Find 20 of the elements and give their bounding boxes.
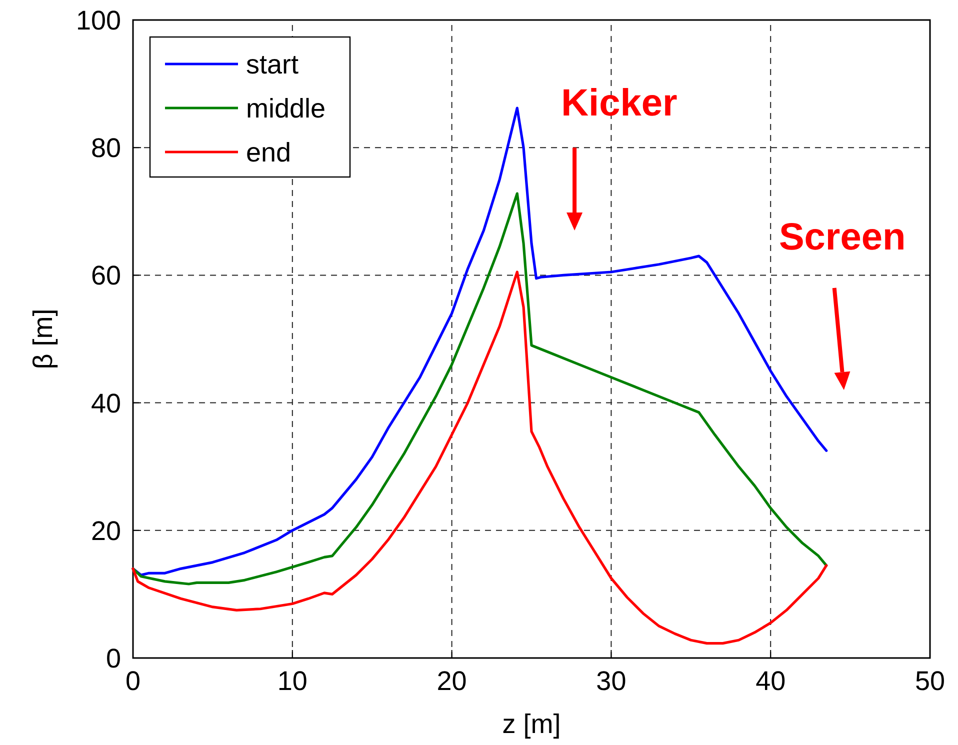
x-tick-label: 0 — [125, 666, 141, 696]
x-tick-label: 20 — [436, 666, 467, 696]
y-axis-title: β [m] — [28, 308, 58, 370]
x-axis-title: z [m] — [502, 709, 561, 739]
x-tick-label: 30 — [596, 666, 626, 696]
x-tick-label: 40 — [756, 666, 786, 696]
y-tick-label: 0 — [106, 643, 121, 674]
line-series — [132, 270, 828, 645]
annotation: Kicker — [561, 82, 678, 125]
y-tick-label: 20 — [90, 516, 121, 546]
annotation: Screen — [778, 216, 906, 259]
y-tick-label: 40 — [90, 388, 121, 418]
legend-label: middle — [246, 93, 326, 124]
x-tick-label: 10 — [277, 666, 308, 696]
x-tick-label: 50 — [914, 666, 946, 696]
legend-label: start — [246, 49, 300, 80]
y-tick-label: 60 — [90, 260, 121, 291]
legend-label: end — [246, 137, 292, 168]
y-tick-label: 80 — [90, 133, 121, 164]
y-tick-label: 100 — [76, 5, 121, 36]
